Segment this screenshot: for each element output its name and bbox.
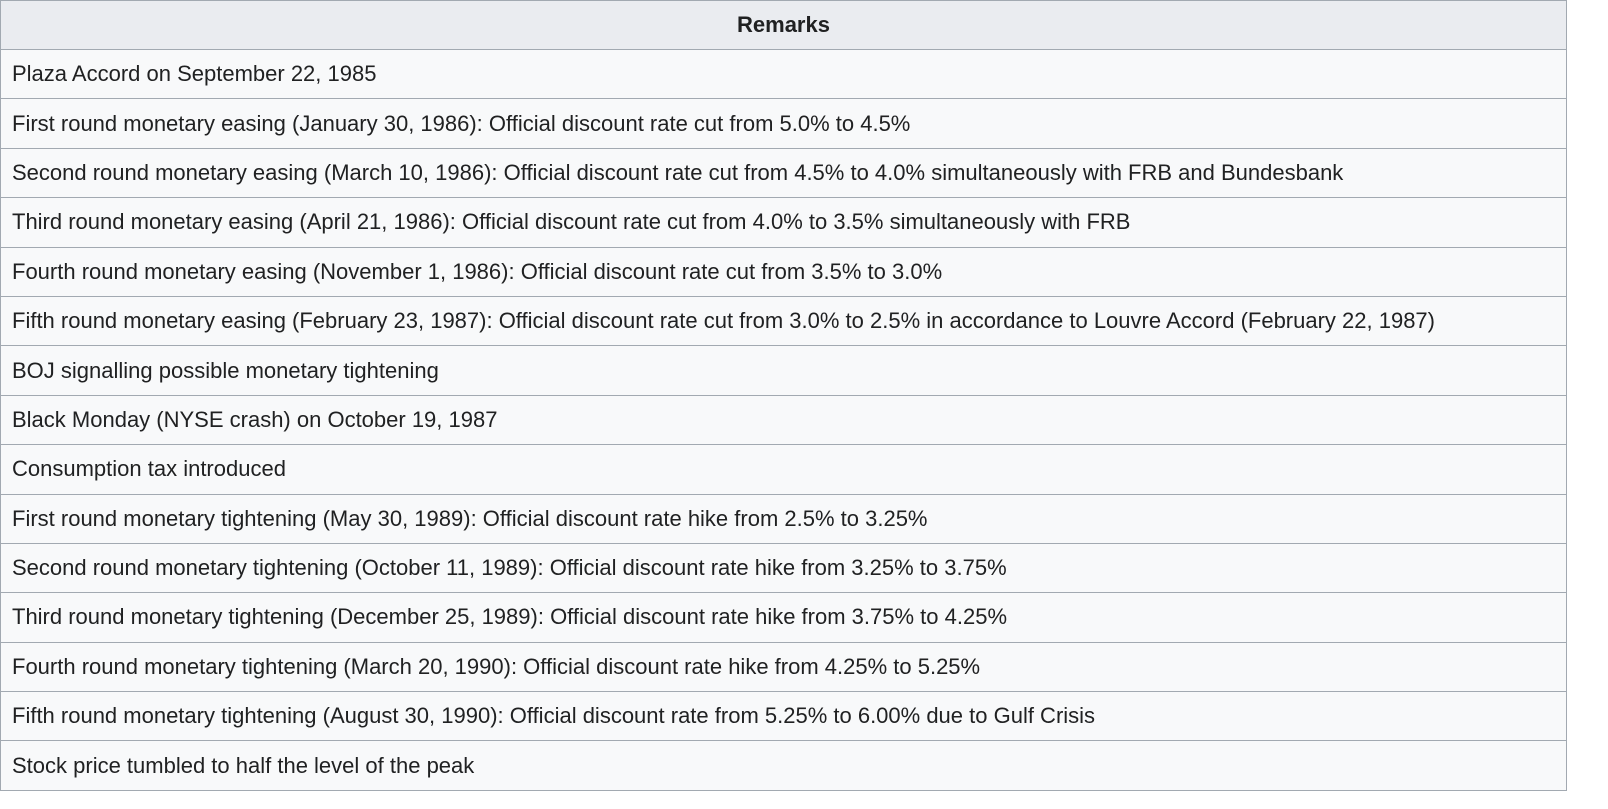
table-row: Consumption tax introduced — [0, 444, 1567, 495]
remark-cell: Third round monetary easing (April 21, 1… — [0, 197, 1567, 248]
remark-cell: Stock price tumbled to half the level of… — [0, 740, 1567, 791]
remark-cell: Consumption tax introduced — [0, 444, 1567, 495]
table-row: BOJ signalling possible monetary tighten… — [0, 345, 1567, 396]
remarks-table: Remarks Plaza Accord on September 22, 19… — [0, 0, 1567, 791]
table-row: Plaza Accord on September 22, 1985 — [0, 48, 1567, 100]
remark-cell: Second round monetary tightening (Octobe… — [0, 542, 1567, 594]
table-body: Plaza Accord on September 22, 1985 First… — [0, 48, 1567, 791]
table-row: Third round monetary easing (April 21, 1… — [0, 197, 1567, 248]
table-row: Third round monetary tightening (Decembe… — [0, 592, 1567, 643]
remark-cell: First round monetary easing (January 30,… — [0, 98, 1567, 149]
table-row: Fifth round monetary tightening (August … — [0, 691, 1567, 742]
remark-cell: Black Monday (NYSE crash) on October 19,… — [0, 394, 1567, 446]
table-row: Second round monetary easing (March 10, … — [0, 147, 1567, 199]
column-header-remarks: Remarks — [0, 0, 1567, 50]
remark-cell: Fifth round monetary easing (February 23… — [0, 295, 1567, 347]
table-row: Fourth round monetary tightening (March … — [0, 641, 1567, 693]
remark-cell: Third round monetary tightening (Decembe… — [0, 592, 1567, 643]
remark-cell: BOJ signalling possible monetary tighten… — [0, 345, 1567, 396]
remark-cell: Fifth round monetary tightening (August … — [0, 691, 1567, 742]
remark-cell: Second round monetary easing (March 10, … — [0, 147, 1567, 199]
table-row: First round monetary tightening (May 30,… — [0, 493, 1567, 544]
table-row: First round monetary easing (January 30,… — [0, 98, 1567, 149]
remark-cell: First round monetary tightening (May 30,… — [0, 493, 1567, 544]
table-row: Second round monetary tightening (Octobe… — [0, 542, 1567, 594]
remark-cell: Plaza Accord on September 22, 1985 — [0, 48, 1567, 100]
table-row: Black Monday (NYSE crash) on October 19,… — [0, 394, 1567, 446]
table-row: Stock price tumbled to half the level of… — [0, 740, 1567, 791]
table-row: Fourth round monetary easing (November 1… — [0, 246, 1567, 297]
header-row: Remarks — [0, 0, 1567, 50]
table-row: Fifth round monetary easing (February 23… — [0, 295, 1567, 347]
remark-cell: Fourth round monetary tightening (March … — [0, 641, 1567, 693]
remark-cell: Fourth round monetary easing (November 1… — [0, 246, 1567, 297]
table-head: Remarks — [0, 0, 1567, 50]
